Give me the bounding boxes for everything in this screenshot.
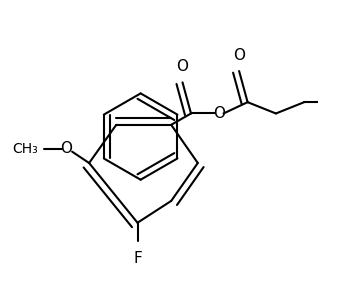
Text: O: O xyxy=(176,59,189,74)
Text: F: F xyxy=(133,251,142,266)
Text: O: O xyxy=(213,106,225,121)
Text: O: O xyxy=(233,48,245,63)
Text: CH₃: CH₃ xyxy=(12,142,38,156)
Text: O: O xyxy=(61,141,73,156)
